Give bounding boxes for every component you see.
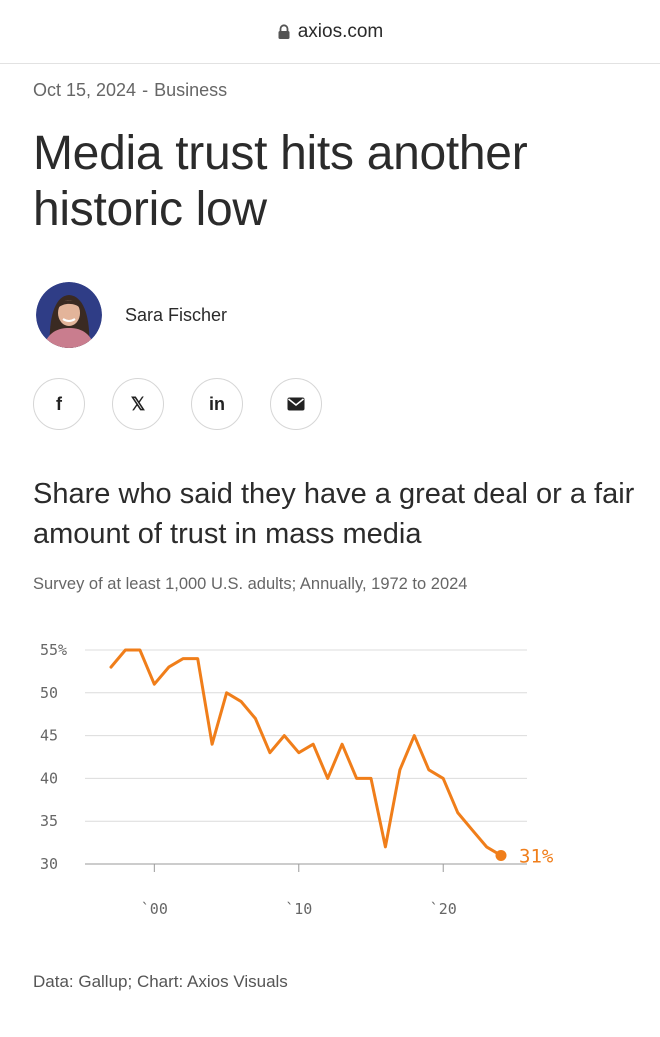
y-tick-label: 30 xyxy=(40,855,58,873)
y-tick-label: 40 xyxy=(40,769,58,787)
end-point xyxy=(495,849,507,861)
meta-separator: - xyxy=(142,80,149,100)
y-tick-label: 45 xyxy=(40,727,58,745)
chart-subtitle: Survey of at least 1,000 U.S. adults; An… xyxy=(33,575,468,593)
y-tick-label: 35 xyxy=(40,812,58,830)
series-line xyxy=(109,648,503,857)
browser-url-bar[interactable]: axios.com xyxy=(0,0,660,64)
share-linkedin-button[interactable]: in xyxy=(191,378,243,430)
chart-source: Data: Gallup; Chart: Axios Visuals xyxy=(33,972,288,991)
url-domain: axios.com xyxy=(297,20,384,42)
email-icon xyxy=(287,397,305,411)
y-tick-label: 55% xyxy=(40,641,67,659)
article-date: Oct 15, 2024 xyxy=(33,80,137,100)
article-meta: Oct 15, 2024- Business xyxy=(33,80,227,101)
linkedin-icon: in xyxy=(209,393,225,414)
share-bar: f 𝕏 in xyxy=(33,378,322,430)
x-tick-label: `00 xyxy=(141,900,168,918)
lock-icon xyxy=(278,23,290,39)
end-value-label: 31% xyxy=(519,845,554,867)
article-section-link[interactable]: Business xyxy=(154,80,228,100)
x-tick-label: `20 xyxy=(430,900,457,918)
share-x-button[interactable]: 𝕏 xyxy=(112,378,164,430)
share-facebook-button[interactable]: f xyxy=(33,378,85,430)
author-name[interactable]: Sara Fischer xyxy=(125,304,228,325)
article-headline: Media trust hits another historic low xyxy=(33,127,528,236)
chart-title: Share who said they have a great deal or… xyxy=(33,478,635,550)
share-email-button[interactable] xyxy=(270,378,322,430)
trust-line-chart: 55% 50 45 40 35 30 `00 `10 `20 31% xyxy=(40,641,554,918)
y-tick-label: 50 xyxy=(40,684,58,702)
byline: Sara Fischer xyxy=(36,282,227,348)
x-icon: 𝕏 xyxy=(130,393,146,414)
x-tick-label: `10 xyxy=(285,900,312,918)
facebook-icon: f xyxy=(56,393,62,414)
author-avatar[interactable] xyxy=(36,282,102,348)
